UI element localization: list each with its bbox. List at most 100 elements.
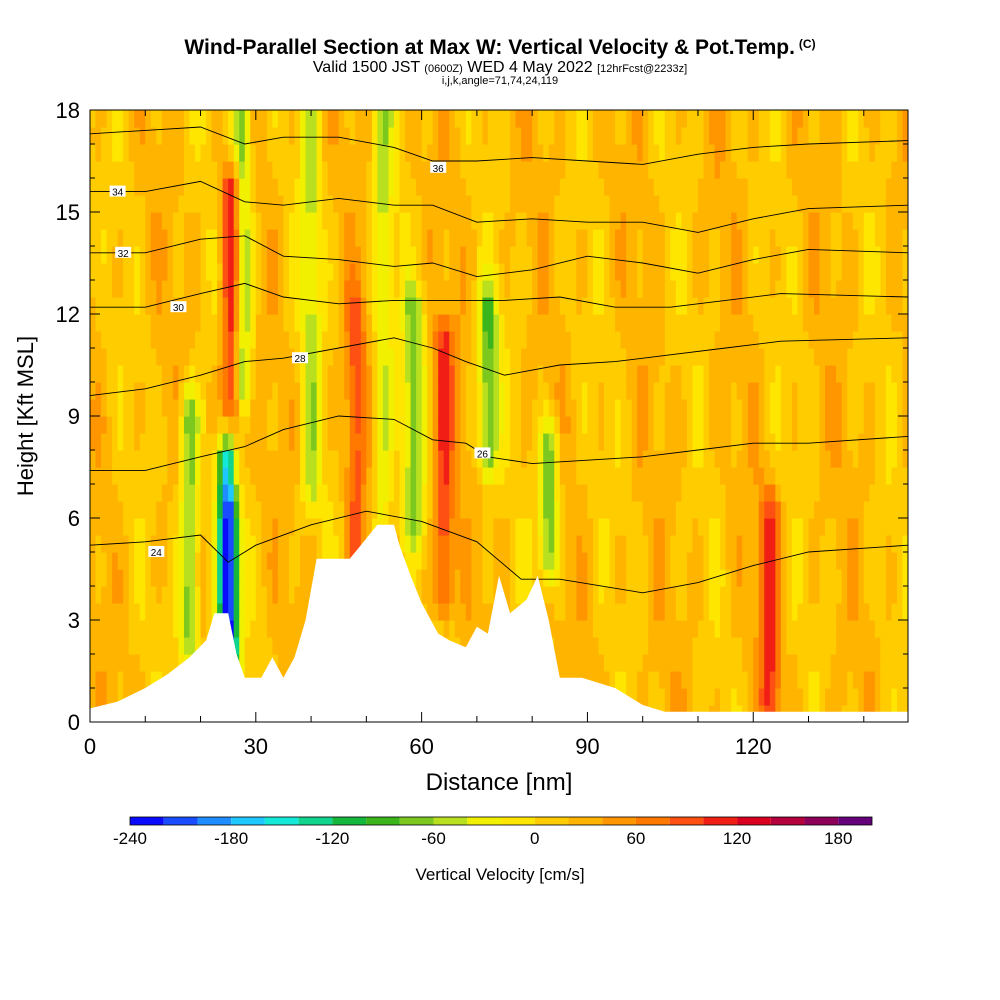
velocity-cell bbox=[432, 178, 439, 196]
velocity-cell bbox=[504, 348, 511, 366]
velocity-cell bbox=[703, 212, 710, 230]
velocity-cell bbox=[720, 263, 727, 281]
velocity-cell bbox=[504, 535, 511, 553]
velocity-cell bbox=[648, 586, 655, 604]
velocity-cell bbox=[189, 535, 196, 553]
velocity-cell bbox=[438, 144, 445, 162]
velocity-cell bbox=[244, 637, 251, 655]
velocity-cell bbox=[797, 365, 804, 383]
velocity-cell bbox=[648, 246, 655, 264]
velocity-cell bbox=[819, 314, 826, 332]
velocity-cell bbox=[753, 399, 760, 417]
velocity-cell bbox=[355, 382, 362, 400]
velocity-cell bbox=[195, 416, 202, 434]
velocity-cell bbox=[316, 212, 323, 230]
velocity-cell bbox=[476, 195, 484, 213]
velocity-cell bbox=[592, 569, 600, 587]
velocity-cell bbox=[427, 586, 434, 604]
velocity-cell bbox=[377, 450, 384, 468]
velocity-cell bbox=[769, 535, 776, 553]
velocity-cell bbox=[736, 229, 743, 247]
velocity-cell bbox=[244, 620, 251, 638]
velocity-cell bbox=[775, 450, 782, 468]
velocity-cell bbox=[156, 263, 163, 281]
velocity-cell bbox=[725, 552, 732, 570]
velocity-cell bbox=[797, 603, 804, 621]
velocity-cell bbox=[377, 212, 384, 230]
velocity-cell bbox=[117, 620, 124, 638]
velocity-cell bbox=[791, 331, 799, 349]
velocity-cell bbox=[371, 314, 379, 332]
velocity-cell bbox=[338, 297, 345, 315]
velocity-cell bbox=[819, 535, 826, 553]
velocity-cell bbox=[294, 280, 301, 298]
velocity-cell bbox=[487, 331, 495, 349]
velocity-cell bbox=[592, 382, 600, 400]
velocity-cell bbox=[117, 280, 124, 298]
velocity-cell bbox=[183, 399, 191, 417]
velocity-cell bbox=[559, 603, 566, 621]
velocity-cell bbox=[747, 450, 754, 468]
velocity-cell bbox=[327, 127, 334, 145]
velocity-cell bbox=[731, 127, 738, 145]
velocity-cell bbox=[211, 297, 218, 315]
velocity-cell bbox=[576, 501, 583, 519]
velocity-cell bbox=[637, 671, 644, 689]
velocity-cell bbox=[526, 416, 533, 434]
velocity-cell bbox=[830, 688, 837, 706]
velocity-cell bbox=[421, 144, 428, 162]
velocity-cell bbox=[316, 416, 323, 434]
velocity-cell bbox=[123, 144, 130, 162]
velocity-cell bbox=[255, 654, 262, 672]
velocity-cell bbox=[90, 620, 97, 638]
velocity-cell bbox=[620, 178, 627, 196]
velocity-cell bbox=[670, 127, 677, 145]
velocity-cell bbox=[167, 110, 174, 128]
velocity-cell bbox=[675, 399, 682, 417]
velocity-cell bbox=[443, 416, 450, 434]
velocity-cell bbox=[642, 229, 649, 247]
velocity-cell bbox=[808, 348, 815, 366]
velocity-cell bbox=[183, 467, 191, 485]
velocity-cell bbox=[731, 263, 738, 281]
velocity-cell bbox=[731, 399, 738, 417]
velocity-cell bbox=[482, 518, 489, 536]
velocity-cell bbox=[150, 535, 157, 553]
velocity-cell bbox=[333, 161, 340, 179]
velocity-cell bbox=[156, 314, 163, 332]
velocity-cell bbox=[261, 212, 268, 230]
velocity-cell bbox=[465, 110, 472, 128]
velocity-cell bbox=[233, 212, 240, 230]
velocity-cell bbox=[112, 161, 119, 179]
velocity-cell bbox=[117, 484, 124, 502]
velocity-cell bbox=[90, 688, 97, 706]
velocity-cell bbox=[178, 161, 185, 179]
velocity-cell bbox=[250, 280, 257, 298]
velocity-cell bbox=[670, 314, 677, 332]
velocity-cell bbox=[720, 382, 727, 400]
velocity-cell bbox=[565, 603, 572, 621]
velocity-cell bbox=[277, 314, 285, 332]
velocity-cell bbox=[814, 450, 821, 468]
velocity-cell bbox=[609, 518, 616, 536]
velocity-cell bbox=[349, 263, 356, 281]
velocity-cell bbox=[720, 484, 727, 502]
velocity-cell bbox=[128, 671, 135, 689]
velocity-cell bbox=[266, 263, 273, 281]
velocity-cell bbox=[255, 450, 262, 468]
velocity-cell bbox=[515, 399, 522, 417]
velocity-cell bbox=[476, 552, 484, 570]
velocity-cell bbox=[709, 552, 716, 570]
velocity-cell bbox=[802, 586, 810, 604]
velocity-cell bbox=[344, 263, 351, 281]
velocity-cell bbox=[454, 535, 461, 553]
velocity-cell bbox=[239, 246, 246, 264]
velocity-cell bbox=[95, 348, 102, 366]
velocity-cell bbox=[775, 620, 782, 638]
velocity-cell bbox=[814, 161, 821, 179]
velocity-cell bbox=[117, 637, 124, 655]
velocity-cell bbox=[487, 501, 495, 519]
velocity-cell bbox=[222, 518, 229, 536]
velocity-cell bbox=[797, 467, 804, 485]
velocity-cell bbox=[731, 365, 738, 383]
